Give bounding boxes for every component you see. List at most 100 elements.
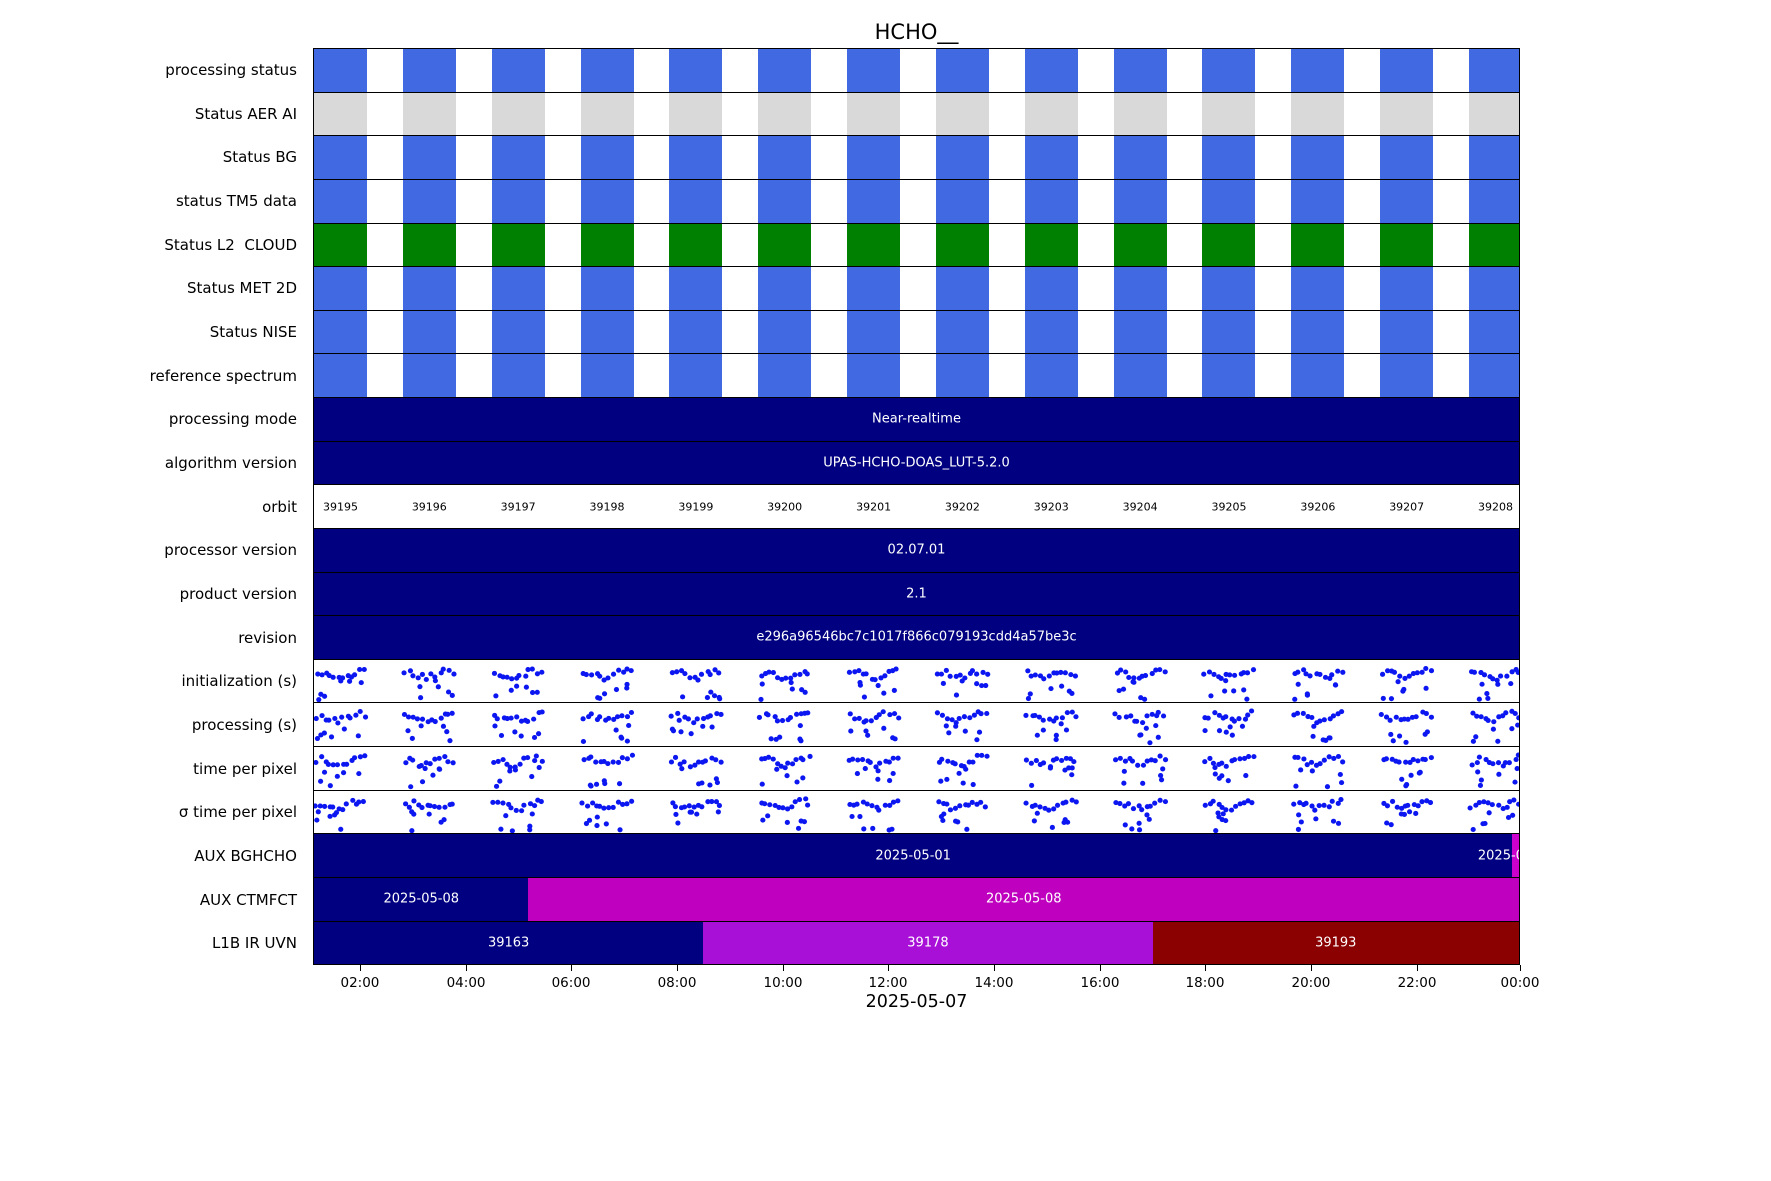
status-block (314, 49, 368, 92)
scatter-dot (353, 713, 359, 719)
scatter-dot (875, 682, 881, 688)
scatter-dot (1248, 708, 1255, 714)
status-block (402, 179, 456, 223)
scatter-dot (613, 686, 620, 692)
scatter-dot (1403, 759, 1409, 765)
scatter-dot (1051, 806, 1057, 812)
status-block (1113, 267, 1167, 310)
scatter-dot (1228, 807, 1235, 813)
scatter-dot (614, 714, 621, 720)
scatter-dot (1496, 802, 1502, 808)
scatter-dot (1389, 798, 1396, 804)
status-block (669, 49, 723, 92)
scatter-dot (1219, 804, 1225, 810)
scatter-dot (765, 712, 771, 718)
scatter-dot (1219, 760, 1225, 766)
scatter-dot (603, 821, 609, 827)
scatter-dot (1423, 711, 1429, 717)
scatter-dot (1397, 673, 1403, 679)
scatter-dot (707, 713, 713, 719)
scatter-dot (1152, 758, 1158, 764)
scatter-dot (887, 802, 893, 808)
row-label-status-aer-ai: Status AER AI (194, 104, 297, 123)
scatter-dot (1028, 760, 1034, 766)
scatter-dot (1331, 755, 1337, 761)
scatter-dot (1396, 759, 1402, 765)
scatter-dot (678, 667, 685, 673)
orbit-number: 39198 (589, 500, 625, 514)
row-label-status-l2-cloud: Status L2 CLOUD (164, 235, 297, 254)
scatter-dot (498, 733, 505, 739)
scatter-dot (1246, 753, 1252, 760)
scatter-dot (774, 766, 780, 772)
scatter-dot (355, 733, 361, 739)
status-block (580, 223, 634, 267)
scatter-dot (581, 757, 587, 763)
scatter-dot (1399, 776, 1405, 782)
orbit-number: 39208 (1478, 500, 1513, 514)
scatter-dot (533, 753, 539, 759)
x-tick-label: 10:00 (763, 975, 803, 991)
scatter-dot (939, 756, 945, 762)
scatter-dot (1134, 719, 1140, 725)
status-block (935, 179, 989, 223)
scatter-dot (423, 760, 429, 766)
scatter-dot (887, 778, 893, 784)
bar-segment (1512, 834, 1519, 877)
scatter-dot (800, 757, 806, 763)
scatter-dot (1117, 800, 1123, 806)
scatter-dot (1116, 715, 1122, 721)
scatter-dot (784, 773, 790, 779)
scatter-dot (1064, 710, 1070, 716)
scatter-dot (774, 718, 781, 724)
scatter-dot (756, 715, 763, 721)
scatter-dot (418, 694, 424, 700)
scatter-dot (624, 756, 630, 762)
status-block (402, 136, 456, 179)
scatter-dot (518, 733, 524, 739)
scatter-dot (1222, 688, 1228, 694)
scatter-dot (1317, 671, 1323, 677)
scatter-dot (518, 807, 525, 813)
scatter-dot (698, 671, 705, 677)
scatter-dot (1210, 798, 1216, 804)
row-label-aux-ctmfct: AUX CTMFCT (199, 890, 297, 909)
row-orbit: 39195 39196 39197 39198 39199 39200 39201 39202… (314, 485, 1519, 529)
scatter-dot (669, 726, 676, 733)
scatter-dot (1298, 767, 1304, 773)
scatter-dot (1118, 667, 1124, 673)
row-label-status-nise: Status NISE (209, 322, 297, 341)
scatter-dot (1424, 729, 1430, 735)
status-block (1291, 92, 1345, 136)
scatter-dot (601, 691, 608, 697)
scatter-dot (695, 759, 702, 765)
status-block (1291, 136, 1345, 179)
scatter-dot (1413, 810, 1419, 816)
status-block (491, 354, 545, 397)
x-tick-mark (1520, 965, 1521, 971)
bar-segment-label: e296a96546bc7c1017f866c079193cdd4a57be3c (756, 629, 1077, 645)
scatter-dot (1212, 771, 1218, 777)
scatter-dot (1223, 677, 1229, 683)
scatter-dot (1507, 798, 1513, 804)
scatter-dot (681, 759, 687, 765)
scatter-dot (1419, 798, 1425, 804)
scatter-dot (947, 673, 953, 679)
status-block (1024, 354, 1078, 397)
row-status-aer-ai (314, 92, 1519, 137)
status-block (935, 267, 989, 310)
scatter-dot (1206, 669, 1213, 675)
scatter-dot (1423, 685, 1429, 691)
scatter-dot (611, 717, 617, 723)
scatter-dot (1483, 757, 1489, 763)
scatter-dot (759, 681, 765, 687)
scatter-dot (1509, 669, 1515, 675)
row-algorithm-version: UPAS-HCHO-DOAS_LUT-5.2.0 (314, 441, 1519, 486)
scatter-dot (688, 731, 694, 737)
scatter-dot (985, 671, 991, 677)
scatter-dot (1515, 669, 1519, 675)
scatter-dot (534, 689, 540, 695)
scatter-dot (1073, 799, 1079, 805)
scatter-dot (344, 761, 350, 767)
scatter-dot (1153, 667, 1159, 673)
